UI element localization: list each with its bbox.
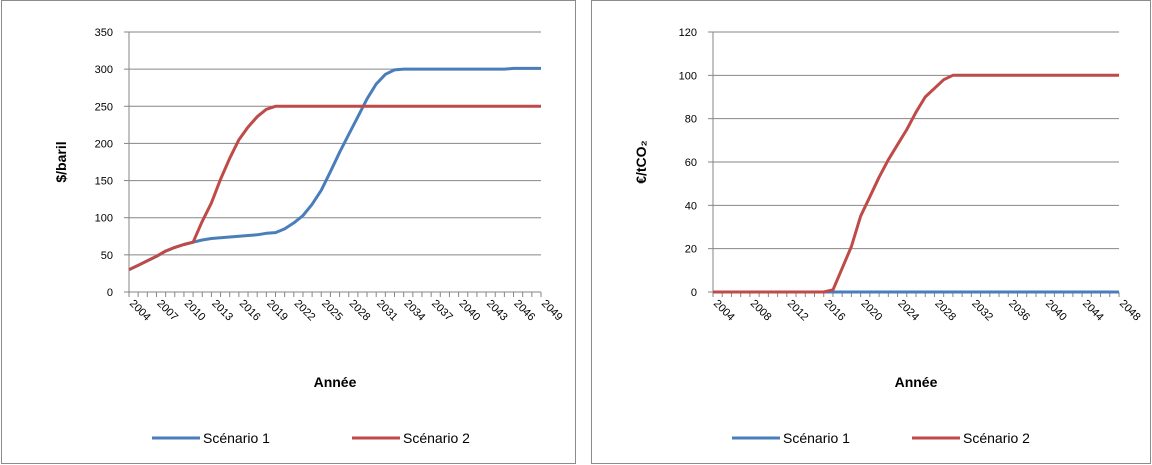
x-axis-title: Année bbox=[314, 374, 357, 390]
series-line-2 bbox=[713, 73, 1119, 294]
x-tick-label: 2043 bbox=[484, 298, 510, 324]
x-tick-label: 2037 bbox=[429, 298, 455, 324]
legend-label-2: Scénario 2 bbox=[403, 430, 470, 446]
x-tick-label: 2040 bbox=[1043, 298, 1069, 324]
x-tick-label: 2049 bbox=[539, 298, 565, 324]
x-tick-label: 2032 bbox=[969, 298, 995, 324]
y-axis-title: $/baril bbox=[53, 141, 69, 182]
y-tick-label: 200 bbox=[95, 138, 113, 150]
y-tick-label: 300 bbox=[95, 64, 113, 76]
x-tick-label: 2031 bbox=[374, 298, 400, 324]
y-tick-label: 80 bbox=[685, 114, 697, 126]
legend-label-2: Scénario 2 bbox=[963, 430, 1030, 446]
y-tick-label: 100 bbox=[95, 213, 113, 225]
x-tick-label: 2044 bbox=[1080, 298, 1106, 324]
x-tick-label: 2022 bbox=[292, 298, 318, 324]
y-tick-label: 250 bbox=[95, 101, 113, 113]
y-tick-label: 100 bbox=[679, 70, 697, 82]
legend-label-1: Scénario 1 bbox=[783, 430, 850, 446]
x-tick-label: 2034 bbox=[402, 298, 428, 324]
x-axis-title: Année bbox=[895, 374, 938, 390]
x-tick-label: 2028 bbox=[347, 298, 373, 324]
x-tick-label: 2019 bbox=[264, 298, 290, 324]
x-tick-label: 2036 bbox=[1006, 298, 1032, 324]
y-tick-label: 20 bbox=[685, 244, 697, 256]
x-tick-label: 2010 bbox=[182, 298, 208, 324]
y-tick-label: 0 bbox=[691, 287, 697, 299]
x-tick-label: 2046 bbox=[511, 298, 537, 324]
chart-panel-co2-price: 0 20 40 60 80 100 120 2004 2008 2012 2016 2020 2024 2… bbox=[591, 0, 1151, 464]
series-line-2 bbox=[128, 104, 541, 272]
x-tick-label: 2040 bbox=[456, 298, 482, 324]
y-tick-label: 350 bbox=[95, 27, 113, 39]
x-tick-label: 2016 bbox=[237, 298, 263, 324]
x-tick-label: 2016 bbox=[822, 298, 848, 324]
x-tick-label: 2007 bbox=[154, 298, 180, 324]
x-tick-label: 2028 bbox=[932, 298, 958, 324]
y-tick-label: 120 bbox=[679, 27, 697, 39]
x-tick-label: 2025 bbox=[319, 298, 345, 324]
legend-label-1: Scénario 1 bbox=[203, 430, 270, 446]
series-line-1 bbox=[128, 66, 541, 272]
x-tick-label: 2020 bbox=[859, 298, 885, 324]
x-tick-label: 2013 bbox=[209, 298, 235, 324]
x-tick-label: 2012 bbox=[785, 298, 811, 324]
x-tick-label: 2004 bbox=[711, 298, 737, 324]
y-axis-title: €/tCO₂ bbox=[633, 140, 649, 184]
x-tick-label: 2008 bbox=[748, 298, 774, 324]
y-tick-label: 40 bbox=[685, 200, 697, 212]
y-tick-label: 50 bbox=[101, 250, 113, 262]
y-tick-label: 60 bbox=[685, 157, 697, 169]
chart-panel-oil-price: 0 50 100 150 200 250 300 350 2004 2007 2010 2013 201… bbox=[1, 0, 576, 464]
y-tick-label: 150 bbox=[95, 176, 113, 188]
x-tick-label: 2004 bbox=[127, 298, 153, 324]
x-tick-label: 2024 bbox=[895, 298, 921, 324]
y-tick-label: 0 bbox=[107, 287, 113, 299]
x-tick-label: 2048 bbox=[1117, 298, 1143, 324]
